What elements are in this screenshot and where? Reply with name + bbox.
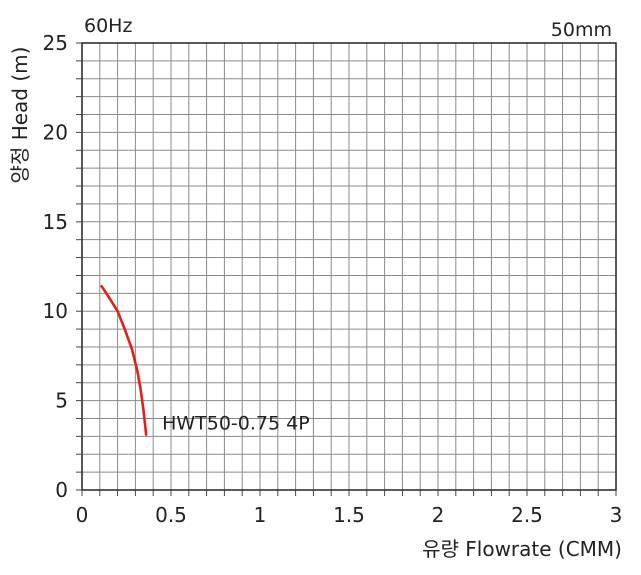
y-tick-label: 10 xyxy=(43,299,68,323)
y-tick-label: 20 xyxy=(43,120,68,144)
axis-ticks: 0 0.5 1 1.5 2 2.5 3 0 5 10 15 20 25 xyxy=(43,31,623,527)
x-tick-label: 3 xyxy=(610,503,623,527)
y-axis-title: 양정 Head (m) xyxy=(8,47,32,184)
x-tick-label: 2.5 xyxy=(511,503,543,527)
x-tick-label: 1.5 xyxy=(333,503,365,527)
pump-curve-line xyxy=(100,284,148,436)
frequency-label: 60Hz xyxy=(84,15,132,37)
series-layer: HWT50-0.75 4P xyxy=(100,284,310,436)
x-tick-label: 0.5 xyxy=(155,503,187,527)
x-tick-label: 2 xyxy=(432,503,445,527)
x-tick-label: 1 xyxy=(254,503,267,527)
x-axis-title: 유량 Flowrate (CMM) xyxy=(422,537,622,561)
series-label: HWT50-0.75 4P xyxy=(162,413,310,435)
y-tick-label: 15 xyxy=(43,210,68,234)
pipe-size-label: 50mm xyxy=(551,19,612,41)
chart-grid xyxy=(82,43,616,490)
x-tick-label: 0 xyxy=(76,503,89,527)
y-tick-label: 0 xyxy=(55,478,68,502)
y-tick-label: 5 xyxy=(55,389,68,413)
y-tick-label: 25 xyxy=(43,31,68,55)
